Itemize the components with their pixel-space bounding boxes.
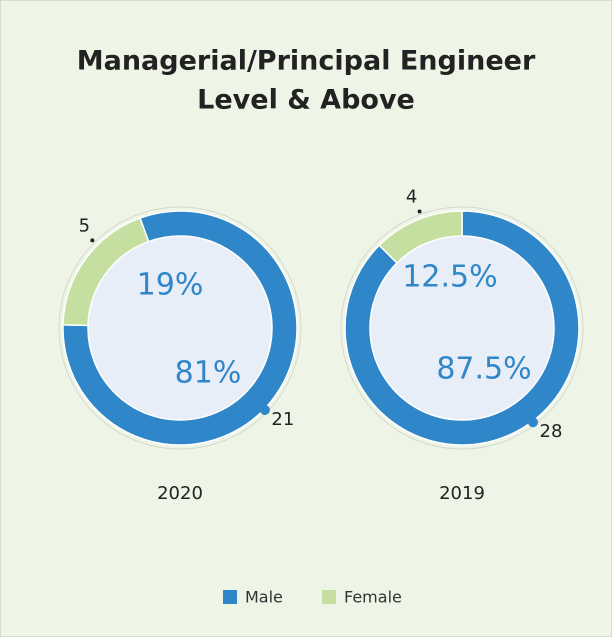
value-label: 87.5% <box>436 352 531 387</box>
legend-label: Female <box>344 588 402 607</box>
chart-title: Level & Above <box>197 85 415 116</box>
slice <box>344 210 580 446</box>
callout-dot <box>417 209 422 214</box>
slice <box>62 210 298 446</box>
inner-disc <box>370 236 554 420</box>
chart-label: 2020 <box>157 483 203 504</box>
callout-dot <box>259 404 270 415</box>
count-label: 28 <box>540 421 563 442</box>
chart-label: 2019 <box>439 483 485 504</box>
legend-swatch <box>322 590 336 604</box>
slice <box>378 210 463 265</box>
chart-title: Managerial/Principal Engineer <box>77 46 536 77</box>
outer-ring <box>58 206 302 450</box>
count-label: 5 <box>79 215 90 236</box>
count-label: 4 <box>406 186 417 207</box>
legend-label: Male <box>245 588 283 607</box>
callout-dot <box>90 238 95 243</box>
slice <box>62 217 150 327</box>
value-label: 19% <box>137 268 204 303</box>
inner-disc <box>88 236 272 420</box>
count-label: 21 <box>271 409 294 430</box>
callout-dot <box>528 417 539 428</box>
value-label: 12.5% <box>402 260 497 295</box>
legend-swatch <box>223 590 237 604</box>
value-label: 81% <box>175 356 242 391</box>
outer-ring <box>340 206 584 450</box>
